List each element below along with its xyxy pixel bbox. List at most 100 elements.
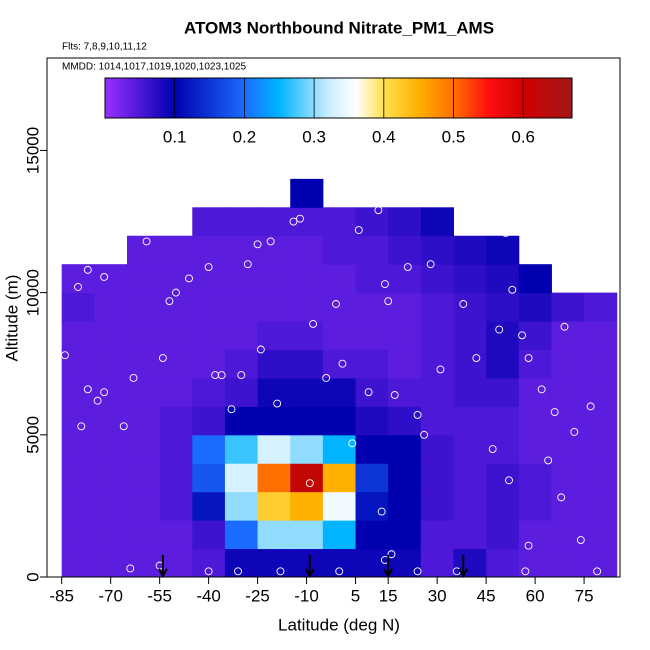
heat-cell bbox=[61, 491, 95, 521]
heat-cell bbox=[584, 406, 618, 436]
heat-cell bbox=[290, 264, 324, 294]
flight-point bbox=[289, 217, 298, 226]
heat-cell bbox=[322, 321, 357, 350]
heat-cell bbox=[551, 463, 585, 493]
flight-point bbox=[335, 567, 344, 576]
heat-cell bbox=[224, 264, 259, 294]
heat-cell bbox=[159, 235, 193, 265]
heat-cell bbox=[584, 520, 618, 550]
heat-cell bbox=[551, 377, 585, 407]
heat-cell bbox=[290, 292, 324, 322]
heat-cell bbox=[420, 292, 454, 322]
heat-cell bbox=[518, 377, 552, 407]
heat-cell bbox=[126, 520, 161, 550]
x-tick-label: 30 bbox=[428, 586, 447, 605]
heat-cell bbox=[126, 292, 161, 322]
heat-cell bbox=[486, 292, 520, 322]
heat-cell bbox=[486, 321, 520, 350]
heat-cell bbox=[159, 377, 193, 407]
heat-cell bbox=[126, 321, 161, 350]
heat-cell bbox=[551, 520, 585, 550]
heat-cell bbox=[518, 406, 552, 436]
heat-cell bbox=[355, 349, 389, 379]
heat-cell bbox=[94, 321, 128, 350]
flight-point bbox=[426, 260, 435, 269]
heat-cell bbox=[126, 463, 161, 493]
x-tick-label: 15 bbox=[379, 586, 398, 605]
flight-point bbox=[211, 371, 220, 380]
heat-cell bbox=[159, 520, 193, 550]
heat-cell bbox=[322, 520, 357, 550]
arrow bbox=[383, 555, 394, 579]
heat-cell bbox=[486, 548, 520, 578]
heat-cell bbox=[584, 491, 618, 521]
heat-cell bbox=[192, 207, 226, 237]
dates-note: MMDD: 1014,1017,1019,1020,1023,1025 bbox=[62, 62, 246, 73]
flight-point bbox=[560, 322, 569, 331]
heat-cell bbox=[94, 406, 128, 436]
flight-point bbox=[557, 493, 566, 502]
heat-cell bbox=[453, 491, 487, 521]
x-tick-label: 60 bbox=[526, 586, 545, 605]
heat-cell bbox=[224, 321, 259, 350]
heat-cell bbox=[453, 292, 487, 322]
heat-cell bbox=[486, 520, 520, 550]
colorbar-tick-label: 0.1 bbox=[163, 127, 187, 146]
heat-cell bbox=[192, 406, 226, 436]
heat-cell bbox=[518, 349, 552, 379]
heat-cell bbox=[584, 321, 618, 350]
heat-cell bbox=[126, 349, 161, 379]
colorbar-tick-label: 0.6 bbox=[511, 127, 535, 146]
flight-point bbox=[234, 567, 242, 576]
heat-cell bbox=[388, 491, 422, 521]
flight-point bbox=[204, 263, 213, 271]
flight-point bbox=[217, 371, 226, 380]
heat-cell bbox=[551, 548, 585, 578]
heat-cell bbox=[518, 434, 552, 464]
heat-cell bbox=[322, 264, 357, 294]
flight-point bbox=[243, 260, 252, 269]
flight-point bbox=[505, 476, 513, 485]
flight-point bbox=[322, 373, 331, 382]
flight-point bbox=[296, 214, 304, 223]
flight-point bbox=[74, 282, 82, 291]
flight-point bbox=[593, 567, 602, 576]
heat-cell bbox=[126, 377, 161, 407]
heat-cell bbox=[257, 292, 291, 322]
heat-cell bbox=[453, 463, 487, 493]
flight-point bbox=[488, 445, 497, 453]
heat-cell bbox=[584, 349, 618, 379]
colorbar-tick-label: 0.4 bbox=[372, 127, 396, 146]
flight-point bbox=[172, 288, 180, 297]
flight-point bbox=[465, 223, 474, 232]
heat-cell bbox=[453, 548, 487, 578]
heat-cell bbox=[453, 520, 487, 550]
heat-cell bbox=[551, 292, 585, 322]
heat-cell bbox=[355, 406, 389, 436]
heat-cell bbox=[355, 207, 389, 237]
flight-point bbox=[93, 396, 102, 405]
heat-cell bbox=[322, 548, 357, 578]
arrow bbox=[458, 555, 469, 579]
flight-point bbox=[256, 345, 265, 354]
heat-cell bbox=[61, 349, 95, 379]
heat-cell bbox=[257, 491, 291, 521]
flight-point bbox=[364, 388, 373, 397]
flight-point bbox=[100, 273, 109, 281]
y-tick-label: 5000 bbox=[23, 416, 42, 454]
heat-cell bbox=[61, 548, 95, 578]
heat-cell bbox=[355, 292, 389, 322]
heat-cell bbox=[257, 321, 291, 350]
heat-cell bbox=[551, 349, 585, 379]
heat-cell bbox=[61, 292, 95, 322]
heat-cell bbox=[159, 463, 193, 493]
heat-cell bbox=[192, 349, 226, 379]
heat-cell bbox=[159, 264, 193, 294]
flight-point bbox=[266, 237, 275, 246]
heat-cell bbox=[551, 406, 585, 436]
heat-cell bbox=[355, 463, 389, 493]
x-tick-label: -40 bbox=[196, 586, 221, 605]
flight-point bbox=[305, 479, 314, 488]
x-tick-label: -25 bbox=[245, 586, 270, 605]
heat-cell bbox=[61, 520, 95, 550]
